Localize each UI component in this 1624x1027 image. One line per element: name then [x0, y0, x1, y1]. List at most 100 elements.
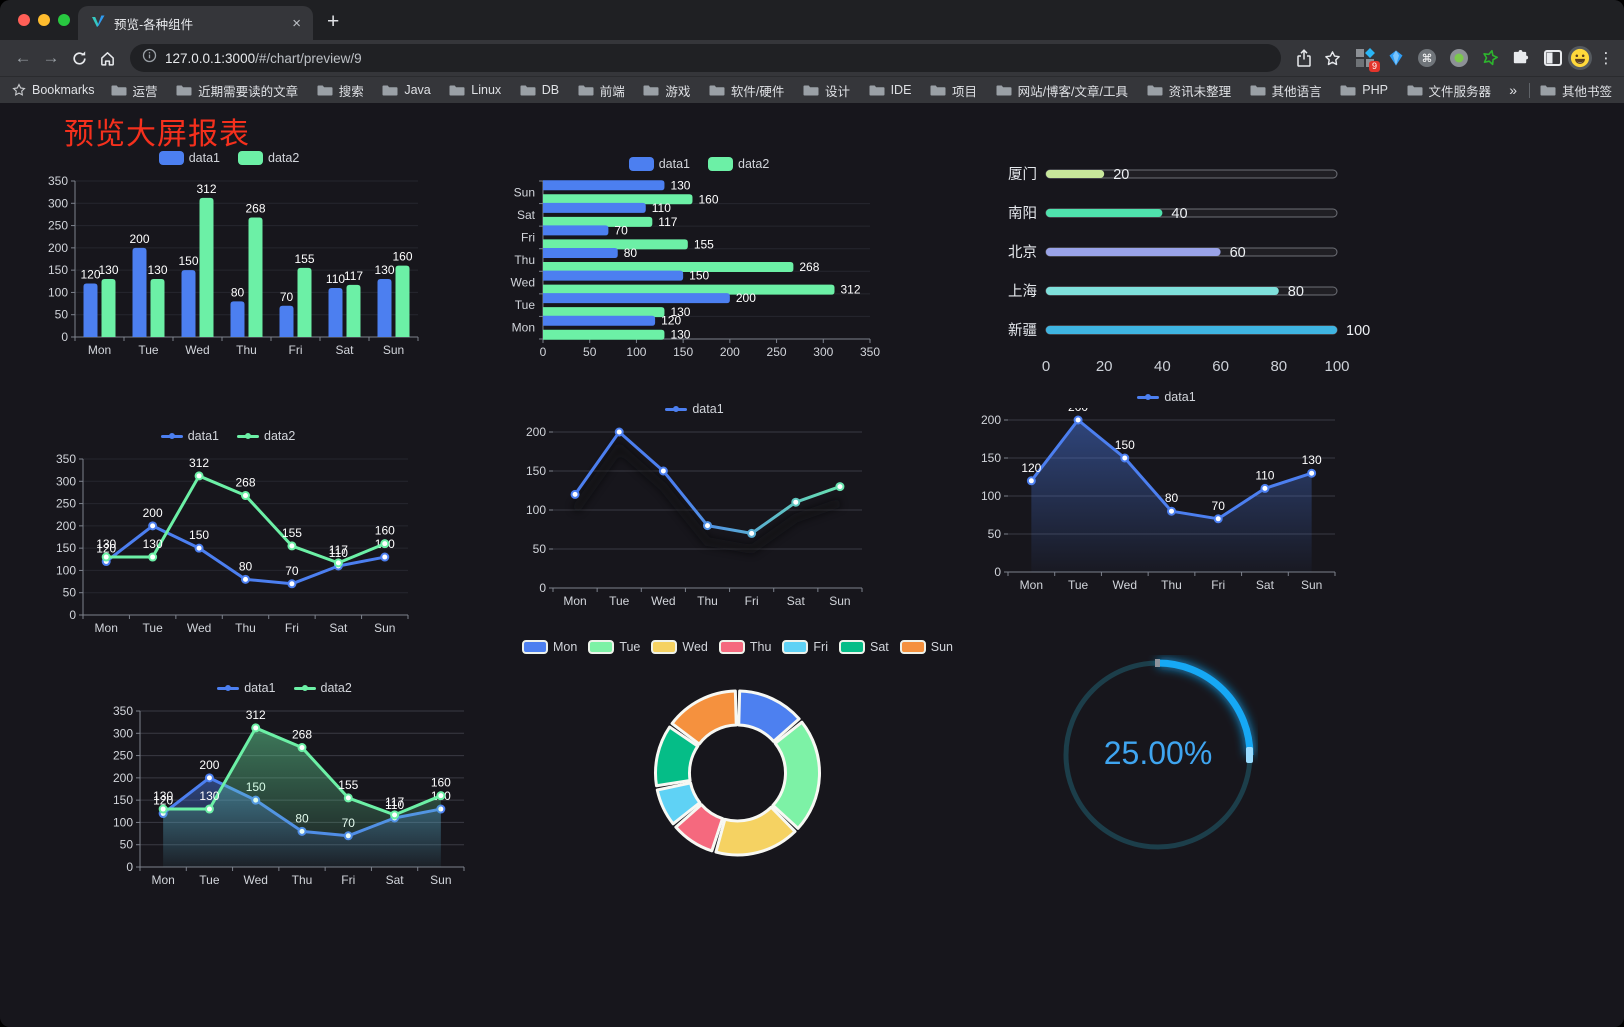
legend-item-data2[interactable]: data2 [237, 429, 295, 443]
address-bar[interactable]: 127.0.0.1:3000/#/chart/preview/9 [130, 44, 1281, 72]
profile-avatar[interactable] [1568, 46, 1592, 70]
bookmark-folder[interactable]: 软件/硬件 [709, 81, 784, 100]
legend-item-data2[interactable]: data2 [708, 157, 769, 171]
svg-text:Wed: Wed [243, 873, 267, 887]
chart-horizontal-bar: data1 data2 0 50 100 150 200 250 300 350 Sun 130 16… [503, 153, 895, 363]
bookmark-folder[interactable]: 其他语言 [1250, 81, 1322, 100]
browser-menu-button[interactable]: ⋮ [1598, 50, 1614, 67]
legend-item-Fri[interactable]: Fri [782, 640, 828, 654]
svg-text:Thu: Thu [292, 873, 313, 887]
bookmark-folder[interactable]: Linux [449, 83, 501, 97]
svg-text:130: 130 [670, 305, 690, 319]
legend-item-data1[interactable]: data1 [160, 429, 219, 443]
browser-tab[interactable]: 预览-各种组件 × [78, 6, 313, 40]
url-text: 127.0.0.1:3000/#/chart/preview/9 [165, 51, 362, 66]
legend-item-data2[interactable]: data2 [238, 151, 299, 165]
bookmark-folder[interactable]: 搜索 [317, 81, 364, 100]
legend-item-Tue[interactable]: Tue [588, 640, 640, 654]
legend-item-data1[interactable]: data1 [628, 157, 690, 171]
legend-item-data1[interactable]: data1 [158, 151, 220, 165]
legend-item-data1[interactable]: data1 [665, 402, 724, 416]
extension-command-icon[interactable]: ⌘ [1417, 48, 1437, 68]
minimize-window-button[interactable] [38, 14, 50, 26]
svg-text:268: 268 [245, 202, 265, 216]
extension-record-icon[interactable] [1449, 48, 1469, 68]
svg-text:Tue: Tue [199, 873, 220, 887]
svg-text:130: 130 [1302, 453, 1322, 467]
legend-swatch-icon [588, 640, 615, 654]
legend-item-data2[interactable]: data2 [293, 681, 352, 695]
site-info-icon[interactable] [142, 48, 157, 68]
share-button[interactable] [1291, 45, 1317, 71]
bookmark-folder[interactable]: 文件服务器 [1407, 81, 1491, 100]
legend-item-Sun[interactable]: Sun [899, 640, 953, 654]
folder-icon [1540, 85, 1556, 96]
svg-text:Tue: Tue [143, 621, 164, 635]
back-button[interactable]: ← [14, 48, 32, 67]
bookmarks-label: Bookmarks [32, 83, 95, 97]
close-window-button[interactable] [18, 14, 30, 26]
extension-gem-icon[interactable] [1387, 49, 1405, 67]
svg-text:60: 60 [1212, 358, 1229, 375]
forward-button[interactable]: → [42, 48, 60, 67]
new-tab-button[interactable]: + [327, 10, 340, 33]
svg-text:0: 0 [540, 345, 547, 359]
legend-item-data1[interactable]: data1 [1137, 390, 1196, 404]
bookmark-folder-label: 近期需要读的文章 [198, 84, 299, 99]
svg-text:Thu: Thu [236, 343, 257, 357]
svg-text:130: 130 [98, 263, 118, 277]
bookmark-folder-label: PHP [1362, 83, 1388, 97]
legend-item-Thu[interactable]: Thu [718, 640, 771, 654]
svg-text:Mon: Mon [151, 873, 174, 887]
bookmark-folder[interactable]: PHP [1340, 83, 1388, 97]
bookmark-folder-label: 搜索 [338, 84, 364, 99]
bookmark-folder[interactable]: 项目 [930, 81, 977, 100]
extension-grid-icon[interactable]: 9 [1355, 48, 1380, 72]
bookmark-folder[interactable]: 资讯未整理 [1147, 81, 1231, 100]
folder-icon [111, 85, 127, 96]
extension-green-star-icon[interactable] [1481, 49, 1499, 67]
svg-text:110: 110 [326, 272, 345, 286]
legend-label: data2 [738, 157, 770, 171]
legend-item-Wed[interactable]: Wed [651, 640, 708, 654]
svg-text:300: 300 [48, 196, 68, 210]
bookmark-folder[interactable]: 近期需要读的文章 [176, 81, 298, 100]
window-controls [18, 14, 70, 26]
svg-text:150: 150 [189, 528, 209, 542]
bookmarks-manager-item[interactable]: Bookmarks [12, 83, 95, 97]
folder-icon [803, 85, 819, 96]
bookmark-folders: 运营 近期需要读的文章 搜索 Java Linux DB 前端 游戏 软件/硬件 设计 IDE 项目 网… [111, 81, 1492, 100]
extensions-puzzle-icon[interactable] [1511, 49, 1530, 68]
svg-text:312: 312 [196, 182, 216, 196]
bookmark-folder[interactable]: DB [520, 83, 559, 97]
bookmark-folder[interactable]: 设计 [803, 81, 850, 100]
home-button[interactable] [94, 45, 120, 71]
bookmark-folder[interactable]: 运营 [111, 81, 158, 100]
legend-item-data1[interactable]: data1 [217, 681, 276, 695]
bookmarks-overflow-button[interactable]: » [1509, 82, 1517, 98]
bookmark-star-button[interactable] [1319, 45, 1345, 71]
bookmark-folder[interactable]: 网站/博客/文章/工具 [996, 81, 1128, 100]
reload-button[interactable] [66, 45, 92, 71]
chart-legend: data1 [513, 398, 876, 420]
bookmark-folder[interactable]: Java [382, 83, 431, 97]
sidebar-toggle-button[interactable] [1540, 45, 1566, 71]
dual-line-svg: 0 50 100 150 200 250 300 350 Mon Tue Wed Thu Fri Sat S… [56, 452, 409, 635]
legend-item-Sat[interactable]: Sat [839, 640, 889, 654]
tab-close-icon[interactable]: × [292, 14, 301, 32]
bookmark-folder[interactable]: 游戏 [643, 81, 690, 100]
svg-text:100: 100 [981, 489, 1001, 503]
zoom-window-button[interactable] [58, 14, 70, 26]
other-bookmarks-folder[interactable]: 其他书签 [1540, 81, 1612, 100]
legend-item-Mon[interactable]: Mon [521, 640, 577, 654]
page-title: 预览大屏报表 [64, 118, 250, 151]
svg-text:300: 300 [56, 474, 76, 488]
legend-marker-icon [1145, 394, 1152, 400]
single-area-svg: 0 50 100 150 200 Mon Tue Wed Thu Fri Sat Sun 120 200 1… [981, 408, 1336, 592]
svg-text:Sat: Sat [1256, 578, 1275, 592]
bookmark-folder[interactable]: 前端 [578, 81, 625, 100]
svg-text:130: 130 [96, 537, 116, 551]
svg-text:130: 130 [143, 537, 163, 551]
bookmark-folder[interactable]: IDE [869, 83, 911, 97]
bookmark-folder-label: Java [404, 83, 431, 97]
